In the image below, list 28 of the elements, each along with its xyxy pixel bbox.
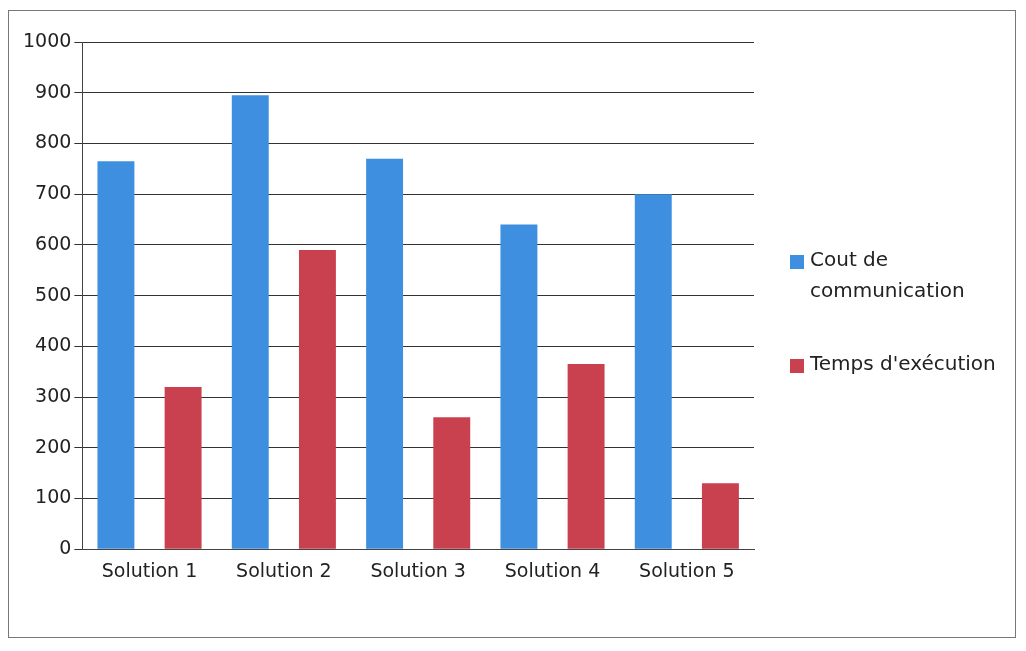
bar: [567, 364, 605, 549]
bar: [97, 161, 135, 549]
y-tick-label: 400: [35, 333, 72, 356]
y-tick-label: 600: [35, 231, 72, 254]
x-tick-label: Solution 2: [236, 558, 332, 581]
x-tick-label: Solution 1: [101, 558, 198, 581]
bar: [164, 386, 202, 549]
x-tick-label: Solution 4: [504, 558, 601, 581]
bar: [231, 95, 269, 549]
bar: [701, 483, 739, 549]
y-tick-label: 500: [35, 282, 72, 305]
y-tick-label: 300: [35, 383, 72, 406]
legend-label: Temps d'exécution: [810, 350, 996, 377]
bar: [433, 417, 471, 549]
bar: [366, 158, 404, 549]
y-tick-label: 700: [35, 181, 72, 204]
bar: [298, 249, 336, 549]
y-tick-label: 800: [35, 130, 72, 153]
x-tick-label: Solution 3: [370, 558, 466, 581]
legend-label: Cout de communication: [810, 246, 966, 304]
y-tick-label: 100: [35, 485, 72, 508]
y-tick-label: 200: [35, 434, 72, 457]
y-tick-label: 0: [59, 536, 72, 559]
y-tick-label: 900: [35, 79, 72, 102]
bar: [500, 224, 538, 549]
x-tick-label: Solution 5: [639, 558, 735, 581]
y-tick-label: 1000: [22, 28, 72, 51]
bar: [634, 194, 672, 549]
